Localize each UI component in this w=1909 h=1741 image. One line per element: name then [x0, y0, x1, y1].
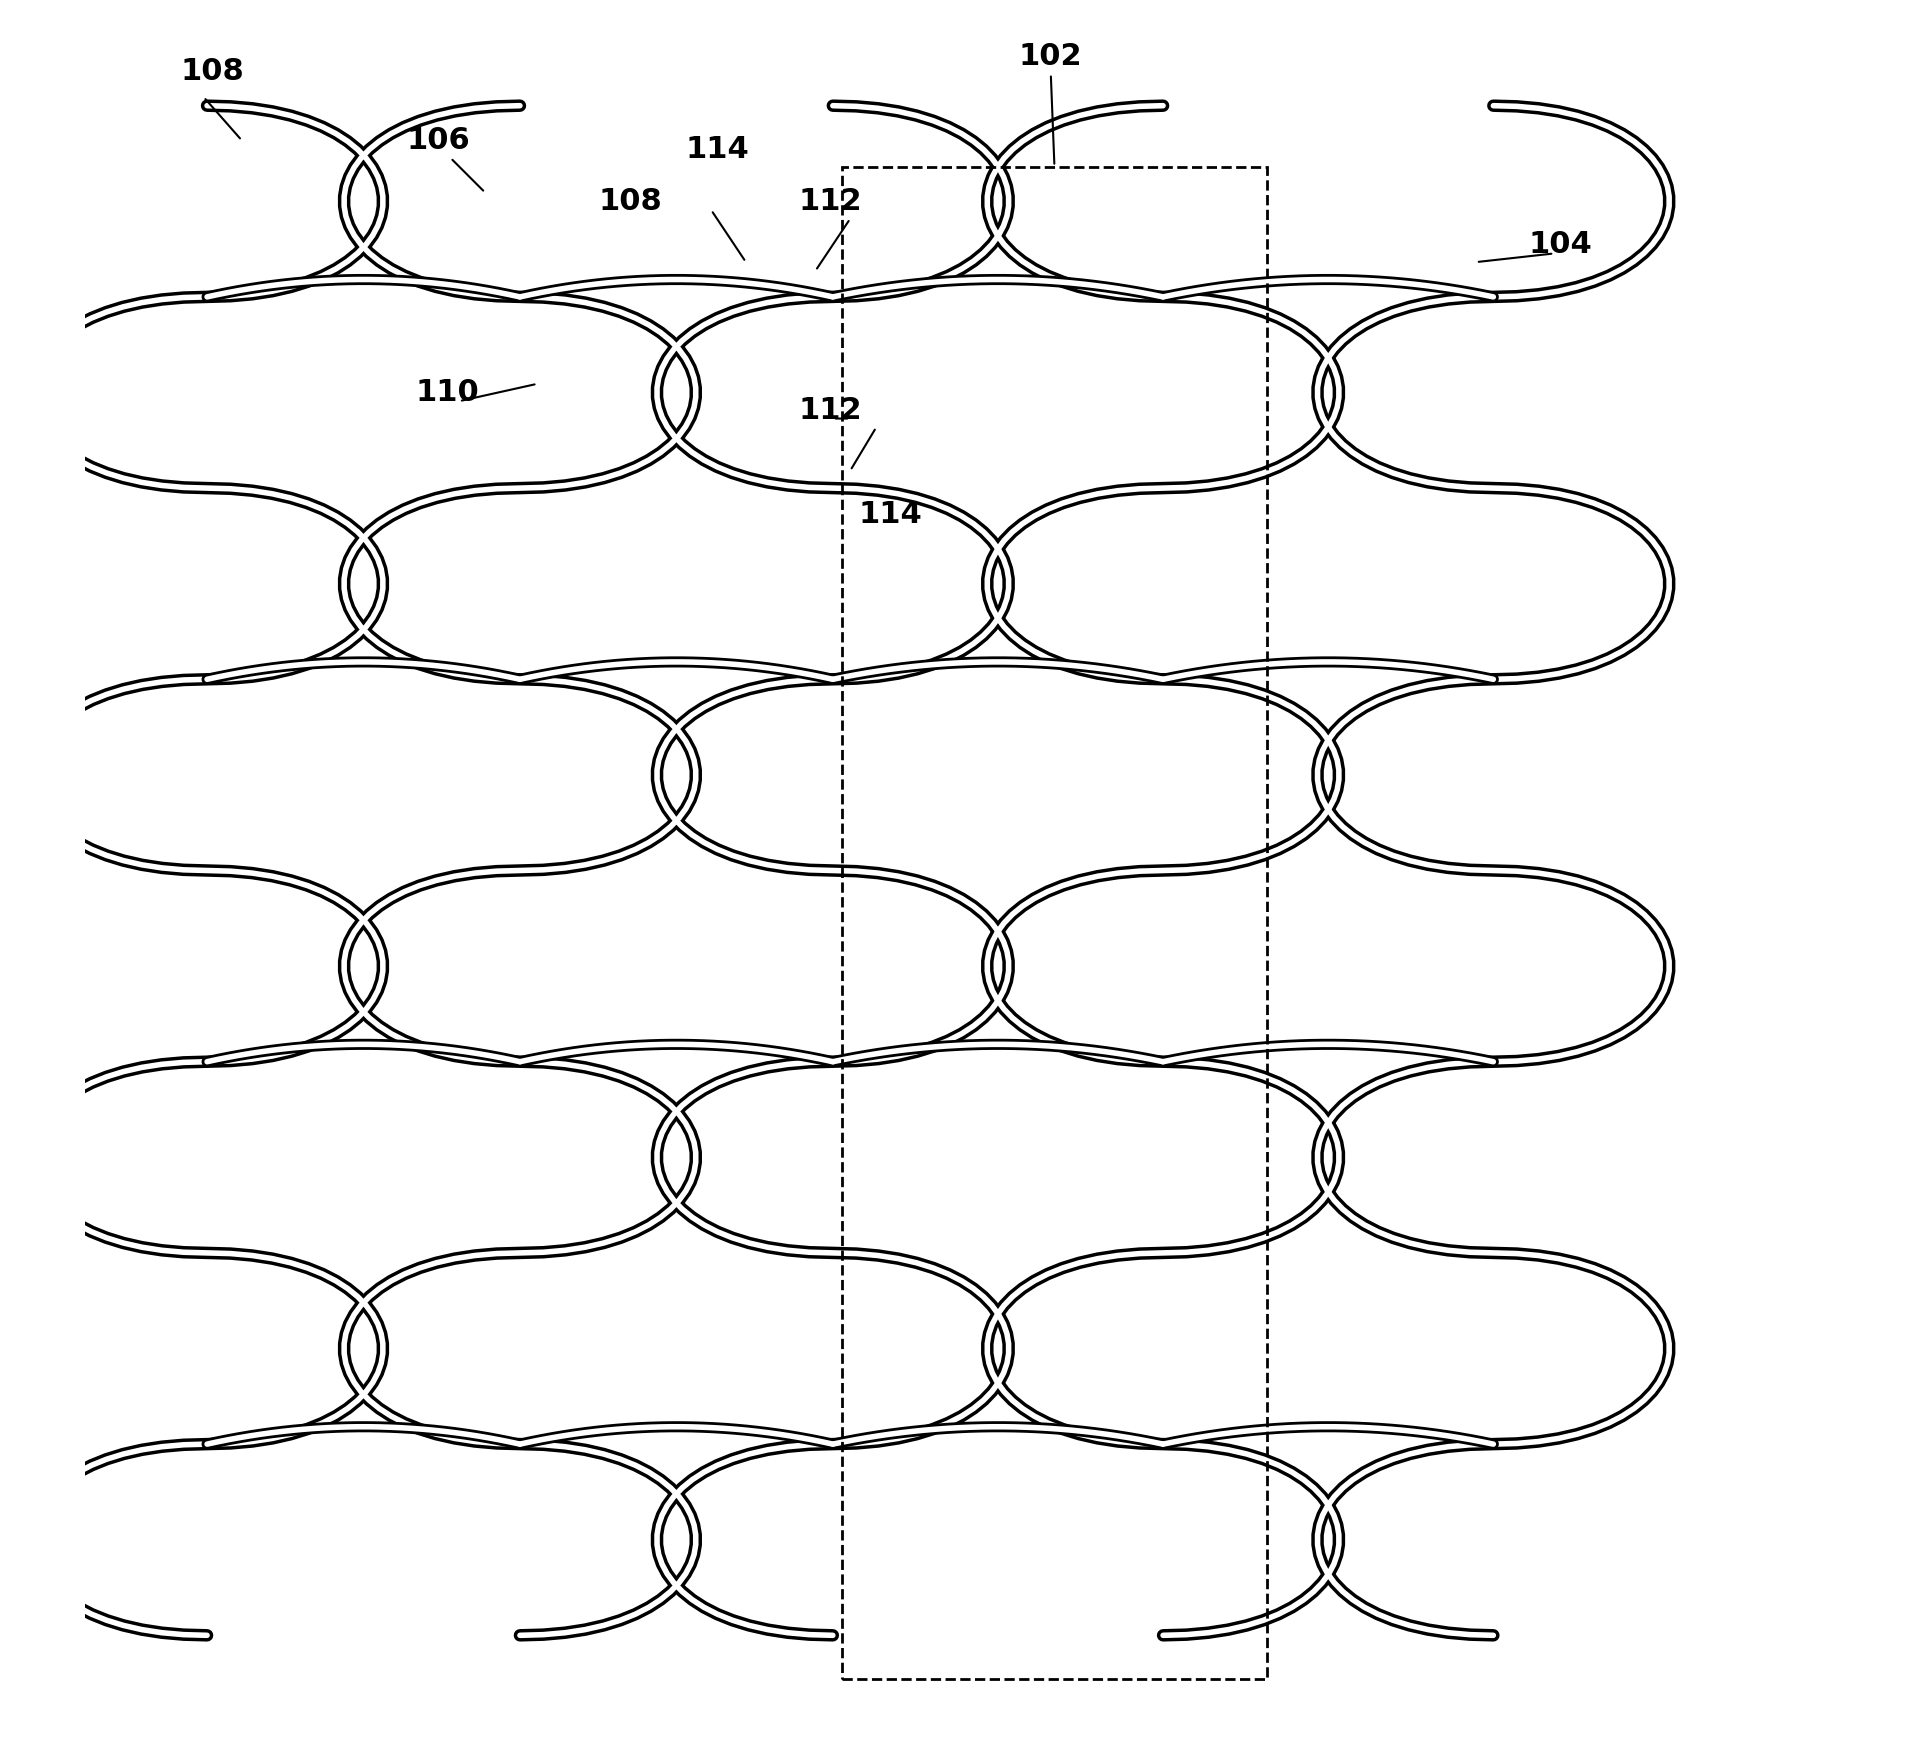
Text: 112: 112: [798, 395, 861, 425]
Text: 106: 106: [407, 125, 472, 155]
Text: 112: 112: [798, 186, 861, 216]
Text: 114: 114: [859, 500, 922, 529]
Text: 102: 102: [1017, 42, 1082, 164]
Text: 114: 114: [685, 134, 748, 164]
Text: 104: 104: [1527, 230, 1592, 259]
Text: 108: 108: [598, 186, 662, 216]
Text: 110: 110: [416, 378, 479, 407]
Text: 108: 108: [181, 57, 244, 85]
Bar: [842, 167, 1268, 1678]
